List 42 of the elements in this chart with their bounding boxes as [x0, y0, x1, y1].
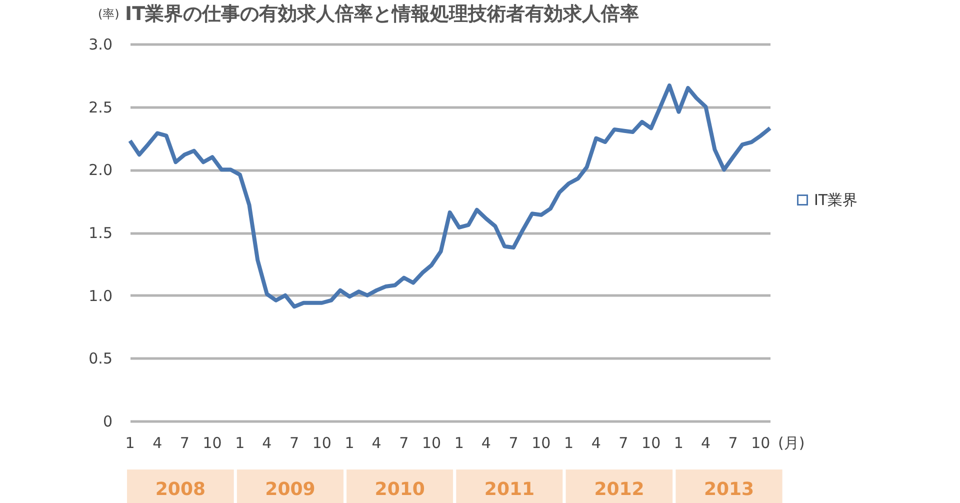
x-tick-label: 7: [728, 434, 738, 452]
y-tick-label: 2.5: [88, 98, 112, 116]
x-tick-label: 7: [508, 434, 518, 452]
x-tick-label: 4: [700, 434, 711, 452]
y-tick-label: 3.0: [88, 36, 112, 54]
chart-title: IT業界の仕事の有効求人倍率と情報処理技術者有効求人倍率: [125, 3, 640, 25]
y-axis-title: (率): [98, 7, 120, 21]
text: 2010: [374, 479, 425, 500]
x-tick-label: 10: [532, 434, 551, 452]
x-tick-label: 7: [180, 434, 190, 452]
text: 2009: [265, 479, 316, 500]
x-tick-label: 10: [642, 434, 661, 452]
x-tick-label: 1: [235, 434, 245, 452]
text: 2008: [155, 479, 206, 500]
x-tick-label: 1: [125, 434, 135, 452]
x-tick-label: 1: [454, 434, 464, 452]
x-tick-label: 7: [399, 434, 409, 452]
x-tick-label: 4: [591, 434, 601, 452]
x-tick-label: 4: [262, 434, 272, 452]
y-tick-label: 2.0: [88, 161, 112, 180]
y-tick-label: 1.5: [88, 224, 112, 242]
x-tick-label: 4: [481, 434, 491, 452]
y-tick-label: 0.5: [88, 350, 112, 368]
text: 2013: [704, 479, 754, 500]
x-tick-label: 10: [312, 434, 332, 452]
x-tick-label: 7: [290, 434, 300, 452]
x-tick-label: 7: [618, 434, 628, 452]
x-tick-label: 10: [422, 434, 442, 452]
x-tick-label: 1: [564, 434, 574, 452]
x-tick-label: 1: [674, 434, 684, 452]
y-tick-label: 0: [102, 412, 112, 430]
x-tick-label: 10: [202, 434, 222, 452]
text: 2011: [484, 479, 535, 500]
x-tick-label: 1: [344, 434, 354, 452]
x-tick-label: 4: [372, 434, 382, 452]
y-tick-label: 1.0: [88, 286, 112, 305]
x-axis-title: (月): [778, 434, 805, 452]
line-series: [128, 83, 772, 309]
x-tick-label: 10: [751, 434, 770, 452]
text: 2012: [594, 479, 644, 500]
legend-label: IT業界: [814, 191, 858, 209]
x-tick-label: 4: [152, 434, 162, 452]
